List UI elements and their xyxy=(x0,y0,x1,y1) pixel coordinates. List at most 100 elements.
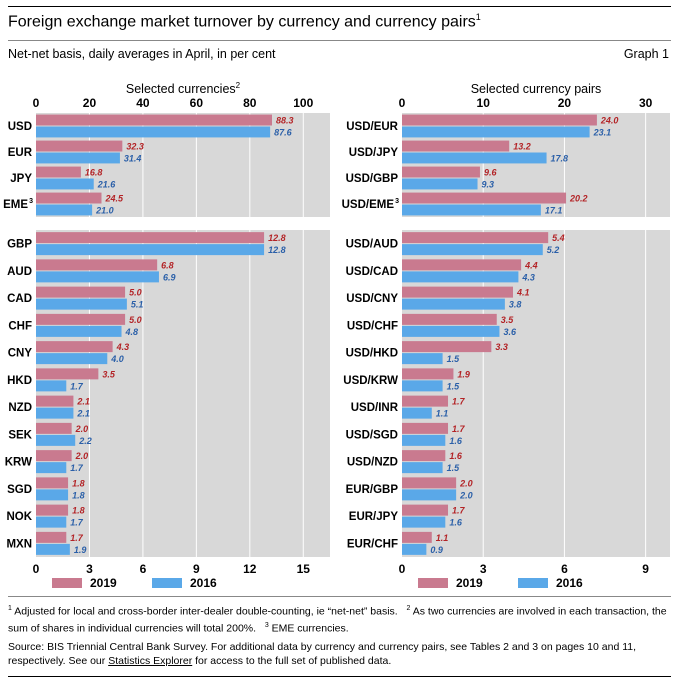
bar-2016 xyxy=(402,244,543,256)
x-tick-label: 0 xyxy=(399,562,406,576)
bar-2019 xyxy=(402,114,597,126)
bar-2016 xyxy=(36,126,271,138)
category-label: CAD xyxy=(7,293,32,305)
category-sup: 3 xyxy=(395,198,399,205)
data-label-2019: 1.8 xyxy=(72,506,85,516)
subtitle: Net-net basis, daily averages in April, … xyxy=(8,47,276,61)
x-tick-label: 100 xyxy=(293,96,313,110)
data-label-2016: 23.1 xyxy=(593,127,612,137)
bar-2016 xyxy=(36,462,67,474)
bar-2016 xyxy=(36,516,67,528)
data-label-2016: 5.2 xyxy=(547,245,560,255)
legend-swatch-2019 xyxy=(418,578,448,588)
data-label-2016: 4.8 xyxy=(125,327,139,337)
bar-2019 xyxy=(402,395,449,407)
bar-2016 xyxy=(36,380,67,392)
bar-2016 xyxy=(402,407,432,419)
bar-2016 xyxy=(402,152,547,164)
x-tick-label: 20 xyxy=(558,96,572,110)
category-label: EME xyxy=(3,199,28,211)
category-label: USD/JPY xyxy=(349,147,399,159)
bar-2019 xyxy=(402,422,449,434)
bar-2019 xyxy=(402,286,513,298)
data-label-2016: 17.8 xyxy=(551,153,569,163)
bar-2019 xyxy=(36,286,126,298)
bar-2019 xyxy=(36,368,99,380)
bar-2019 xyxy=(402,313,497,325)
data-label-2016: 31.4 xyxy=(124,153,142,163)
panel-title: Selected currency pairs xyxy=(471,82,602,96)
bar-2019 xyxy=(402,259,522,271)
x-tick-label: 60 xyxy=(190,96,204,110)
plot-panel xyxy=(402,230,670,557)
bar-2016 xyxy=(402,489,457,501)
bar-2016 xyxy=(402,462,443,474)
data-label-2019: 24.5 xyxy=(104,194,124,204)
category-label: USD/EUR xyxy=(346,121,398,133)
category-label: CNY xyxy=(8,348,33,360)
category-label: USD/KRW xyxy=(343,375,398,387)
category-label: CHF xyxy=(8,320,32,332)
bar-2019 xyxy=(36,422,72,434)
x-tick-label: 40 xyxy=(136,96,150,110)
data-label-2016: 1.6 xyxy=(449,518,463,528)
category-label: SEK xyxy=(8,429,32,441)
notes-rule xyxy=(8,596,671,597)
data-label-2019: 32.3 xyxy=(126,142,144,152)
data-label-2016: 3.6 xyxy=(503,327,517,337)
category-label: EUR/GBP xyxy=(346,484,399,496)
bar-2016 xyxy=(402,178,478,190)
bar-2016 xyxy=(402,380,443,392)
data-label-2016: 1.7 xyxy=(70,518,84,528)
category-label: HKD xyxy=(7,375,32,387)
category-label: SGD xyxy=(7,484,32,496)
x-tick-label: 9 xyxy=(642,562,649,576)
legend-swatch-2016 xyxy=(152,578,182,588)
category-label: USD xyxy=(8,121,32,133)
category-label: KRW xyxy=(5,457,32,469)
x-tick-label: 15 xyxy=(297,562,311,576)
x-tick-label: 0 xyxy=(33,562,40,576)
data-label-2016: 12.8 xyxy=(268,245,286,255)
x-tick-label: 80 xyxy=(243,96,257,110)
bar-2019 xyxy=(402,341,492,353)
data-label-2019: 12.8 xyxy=(268,233,286,243)
x-tick-label: 0 xyxy=(33,96,40,110)
legend-swatch-2016 xyxy=(518,578,548,588)
data-label-2019: 2.1 xyxy=(76,397,90,407)
category-sup: 3 xyxy=(29,198,33,205)
bar-2019 xyxy=(402,140,510,152)
data-label-2016: 2.1 xyxy=(76,409,90,419)
category-label: NOK xyxy=(6,511,32,523)
bar-2016 xyxy=(36,204,93,216)
title-rule xyxy=(8,40,671,41)
bar-2019 xyxy=(402,504,449,516)
x-tick-label: 0 xyxy=(399,96,406,110)
bar-2019 xyxy=(36,192,102,204)
bar-2019 xyxy=(36,313,126,325)
category-label: USD/EME xyxy=(342,199,395,211)
bar-2016 xyxy=(402,516,446,528)
x-tick-label: 3 xyxy=(480,562,487,576)
data-label-2019: 2.0 xyxy=(75,424,89,434)
bar-2019 xyxy=(402,531,432,543)
bar-2019 xyxy=(36,232,265,244)
data-label-2019: 1.7 xyxy=(452,506,466,516)
statistics-explorer-link[interactable]: Statistics Explorer xyxy=(108,655,193,667)
bar-2016 xyxy=(402,353,443,365)
data-label-2019: 88.3 xyxy=(276,116,294,126)
data-label-2019: 1.7 xyxy=(452,424,466,434)
data-label-2016: 2.0 xyxy=(459,490,473,500)
data-label-2016: 1.6 xyxy=(449,436,463,446)
data-label-2019: 1.9 xyxy=(457,369,470,379)
data-label-2019: 3.5 xyxy=(102,369,116,379)
legend-label-2016: 2016 xyxy=(190,576,217,590)
data-label-2016: 1.5 xyxy=(447,354,461,364)
data-label-2016: 0.9 xyxy=(430,545,443,555)
data-label-2019: 20.2 xyxy=(569,194,588,204)
data-label-2019: 6.8 xyxy=(161,260,174,270)
bar-2019 xyxy=(36,166,81,178)
bar-2019 xyxy=(402,232,549,244)
footnote-2: As two currencies are involved in each t… xyxy=(8,605,667,635)
legend-label-2019: 2019 xyxy=(90,576,117,590)
